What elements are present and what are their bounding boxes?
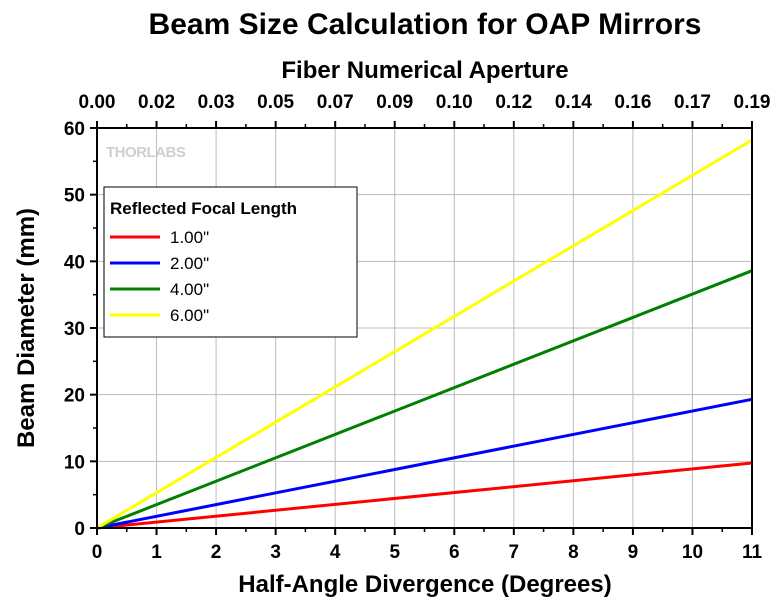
top-axis-ticks: 0.00 0.02 0.03 0.05 0.07 0.09 0.10 0.12 0.14 0.16…: [79, 92, 771, 128]
x-tick-label: 10: [682, 542, 703, 563]
top-tick-label: 0.14: [555, 92, 592, 113]
y-tick-label: 0: [74, 519, 85, 540]
series-line: [96, 461, 753, 530]
x-tick-label: 4: [330, 542, 341, 563]
chart-title: Beam Size Calculation for OAP Mirrors: [149, 8, 702, 41]
top-tick-label: 0.00: [79, 92, 116, 113]
y-tick-label: 60: [64, 119, 85, 140]
top-tick-label: 0.02: [138, 92, 175, 113]
x-tick-label: 8: [568, 542, 579, 563]
top-tick-label: 0.07: [317, 92, 354, 113]
top-tick-label: 0.09: [376, 92, 413, 113]
top-axis-title: Fiber Numerical Aperture: [281, 57, 568, 84]
x-axis-title: Half-Angle Divergence (Degrees): [238, 571, 611, 598]
legend-label: 2.00": [170, 254, 209, 273]
legend: Reflected Focal Length 1.00" 2.00" 4.00" 6.…: [103, 186, 358, 338]
legend-items: 1.00" 2.00" 4.00" 6.00": [110, 228, 209, 325]
top-tick-label: 0.10: [436, 92, 473, 113]
series-layer: [96, 138, 753, 530]
grid: [97, 128, 752, 528]
y-tick-label: 30: [64, 319, 85, 340]
top-tick-label: 0.16: [614, 92, 651, 113]
x-tick-label: 7: [509, 542, 520, 563]
thorlabs-watermark: THORLABS: [106, 144, 186, 161]
top-tick-label: 0.05: [257, 92, 294, 113]
x-tick-label: 1: [151, 542, 162, 563]
y-tick-label: 40: [64, 252, 85, 273]
series-line: [96, 138, 753, 530]
x-tick-label: 11: [742, 542, 763, 563]
y-tick-label: 10: [64, 452, 85, 473]
y-tick-label: 20: [64, 386, 85, 407]
y-tick-label: 50: [64, 186, 85, 207]
x-tick-label: 0: [92, 542, 103, 563]
series-line: [96, 397, 753, 530]
y-axis-title: Beam Diameter (mm): [13, 208, 40, 448]
top-tick-label: 0.12: [495, 92, 532, 113]
x-tick-label: 2: [211, 542, 222, 563]
series-line: [96, 269, 753, 530]
top-tick-label: 0.19: [734, 92, 771, 113]
x-tick-label: 3: [270, 542, 281, 563]
x-tick-label: 6: [449, 542, 460, 563]
x-tick-label: 5: [389, 542, 400, 563]
top-tick-label: 0.03: [198, 92, 235, 113]
legend-title: Reflected Focal Length: [110, 199, 297, 218]
legend-label: 6.00": [170, 306, 209, 325]
legend-label: 4.00": [170, 280, 209, 299]
top-tick-label: 0.17: [674, 92, 711, 113]
x-axis-ticks: 0 1 2 3 4 5 6 7 8 9 10 11: [92, 528, 763, 563]
x-tick-label: 9: [628, 542, 639, 563]
y-axis-ticks: 0 10 20 30 40 50 60: [64, 119, 97, 540]
plot-frame: [96, 127, 753, 529]
legend-label: 1.00": [170, 228, 209, 247]
